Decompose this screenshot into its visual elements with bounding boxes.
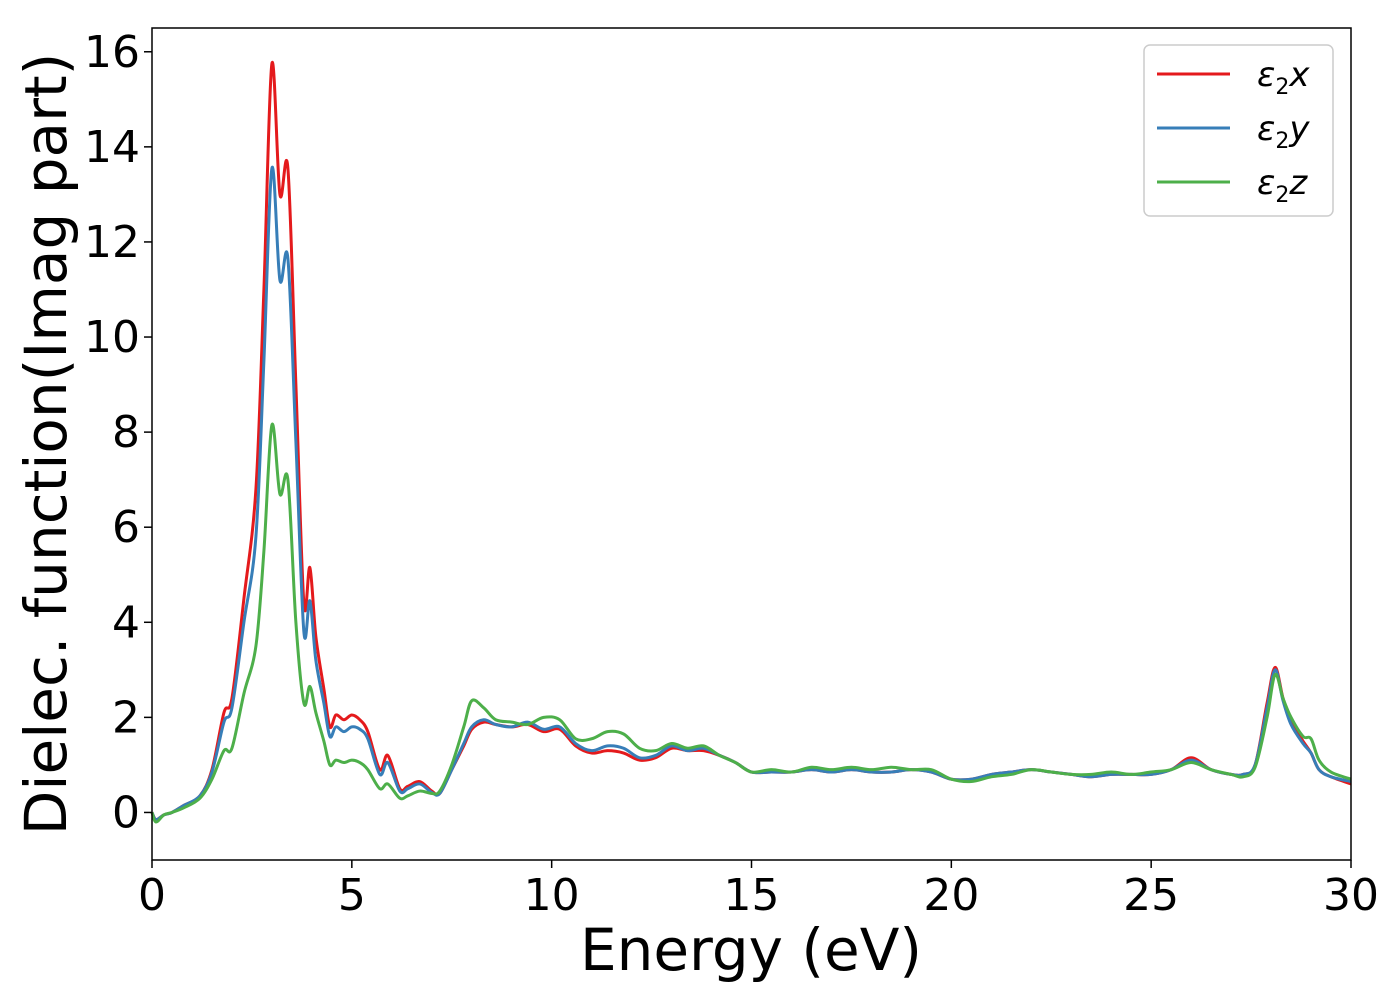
x-tick-label: 25 — [1123, 870, 1179, 921]
legend-label-y: ε2y — [1257, 109, 1310, 154]
legend-label-z: ε2z — [1257, 163, 1308, 208]
y-tick-label: 0 — [112, 787, 140, 838]
x-tick-label: 0 — [138, 870, 166, 921]
x-tick-label: 5 — [338, 870, 366, 921]
x-tick-label: 20 — [923, 870, 979, 921]
legend-label-x: ε2x — [1257, 55, 1310, 100]
legend: ε2x ε2y ε2z — [1143, 44, 1334, 217]
x-tick-label: 30 — [1323, 870, 1379, 921]
y-tick-label: 4 — [112, 597, 140, 648]
series-line-z — [150, 422, 1352, 824]
legend-items: ε2x ε2y ε2z — [1157, 55, 1310, 208]
y-tick-label: 8 — [112, 407, 140, 458]
y-tick-label: 12 — [84, 217, 140, 268]
x-axis-title: Energy (eV) — [580, 916, 922, 984]
series-layer — [150, 60, 1352, 824]
y-axis-title: Dielec. function(Imag part) — [12, 53, 80, 836]
x-axis-ticks: 0 5 10 15 20 25 30 — [138, 860, 1379, 921]
y-tick-label: 16 — [84, 27, 140, 78]
plot-frame — [151, 27, 1352, 861]
y-tick-label: 14 — [84, 122, 140, 173]
y-tick-label: 2 — [112, 692, 140, 743]
legend-box — [1143, 44, 1334, 217]
y-axis-ticks: 0 2 4 6 8 10 12 14 16 — [84, 27, 152, 838]
y-tick-label: 10 — [84, 312, 140, 363]
x-tick-label: 15 — [724, 870, 780, 921]
y-tick-label: 6 — [112, 502, 140, 553]
x-tick-label: 10 — [524, 870, 580, 921]
series-line-y — [150, 165, 1352, 822]
